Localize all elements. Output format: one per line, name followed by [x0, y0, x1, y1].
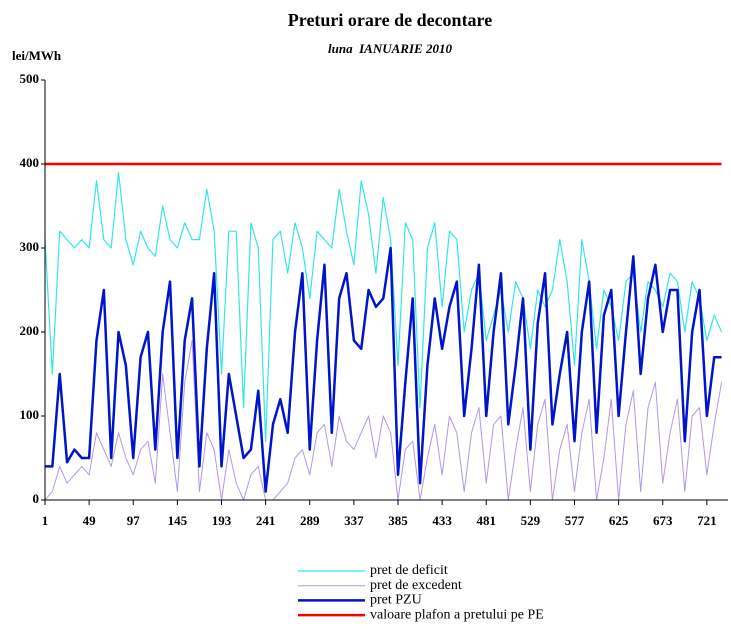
series-line [45, 246, 722, 493]
y-axis-label: lei/MWh [12, 48, 62, 63]
x-tick-label: 241 [256, 513, 276, 528]
series-line [44, 339, 723, 501]
x-tick-label: 481 [476, 513, 496, 528]
legend-label: valoare plafon a pretului pe PE [370, 607, 544, 622]
x-tick-label: 577 [565, 513, 585, 528]
x-tick-label: 49 [83, 513, 97, 528]
x-tick-label: 337 [344, 513, 364, 528]
chart-subtitle: luna IANUARIE 2010 [328, 41, 452, 56]
x-tick-label: 97 [127, 513, 141, 528]
x-tick-label: 625 [609, 513, 629, 528]
x-tick-label: 145 [168, 513, 188, 528]
x-tick-label: 673 [653, 513, 673, 528]
chart-title: Preturi orare de decontare [288, 10, 492, 30]
x-tick-label: 433 [432, 513, 452, 528]
legend-label: pret PZU [370, 593, 422, 608]
legend-label: pret de deficit [370, 563, 448, 578]
y-tick-label: 100 [20, 407, 40, 422]
y-tick-label: 0 [33, 491, 40, 506]
x-tick-label: 529 [521, 513, 541, 528]
y-tick-label: 500 [20, 71, 40, 86]
y-tick-label: 300 [20, 239, 40, 254]
x-tick-label: 721 [697, 513, 717, 528]
y-tick-label: 400 [20, 155, 40, 170]
y-tick-label: 200 [20, 323, 40, 338]
legend-label: pret de excedent [370, 578, 462, 593]
x-tick-label: 385 [388, 513, 408, 528]
x-tick-label: 289 [300, 513, 320, 528]
x-tick-label: 1 [42, 513, 49, 528]
x-tick-label: 193 [212, 513, 232, 528]
